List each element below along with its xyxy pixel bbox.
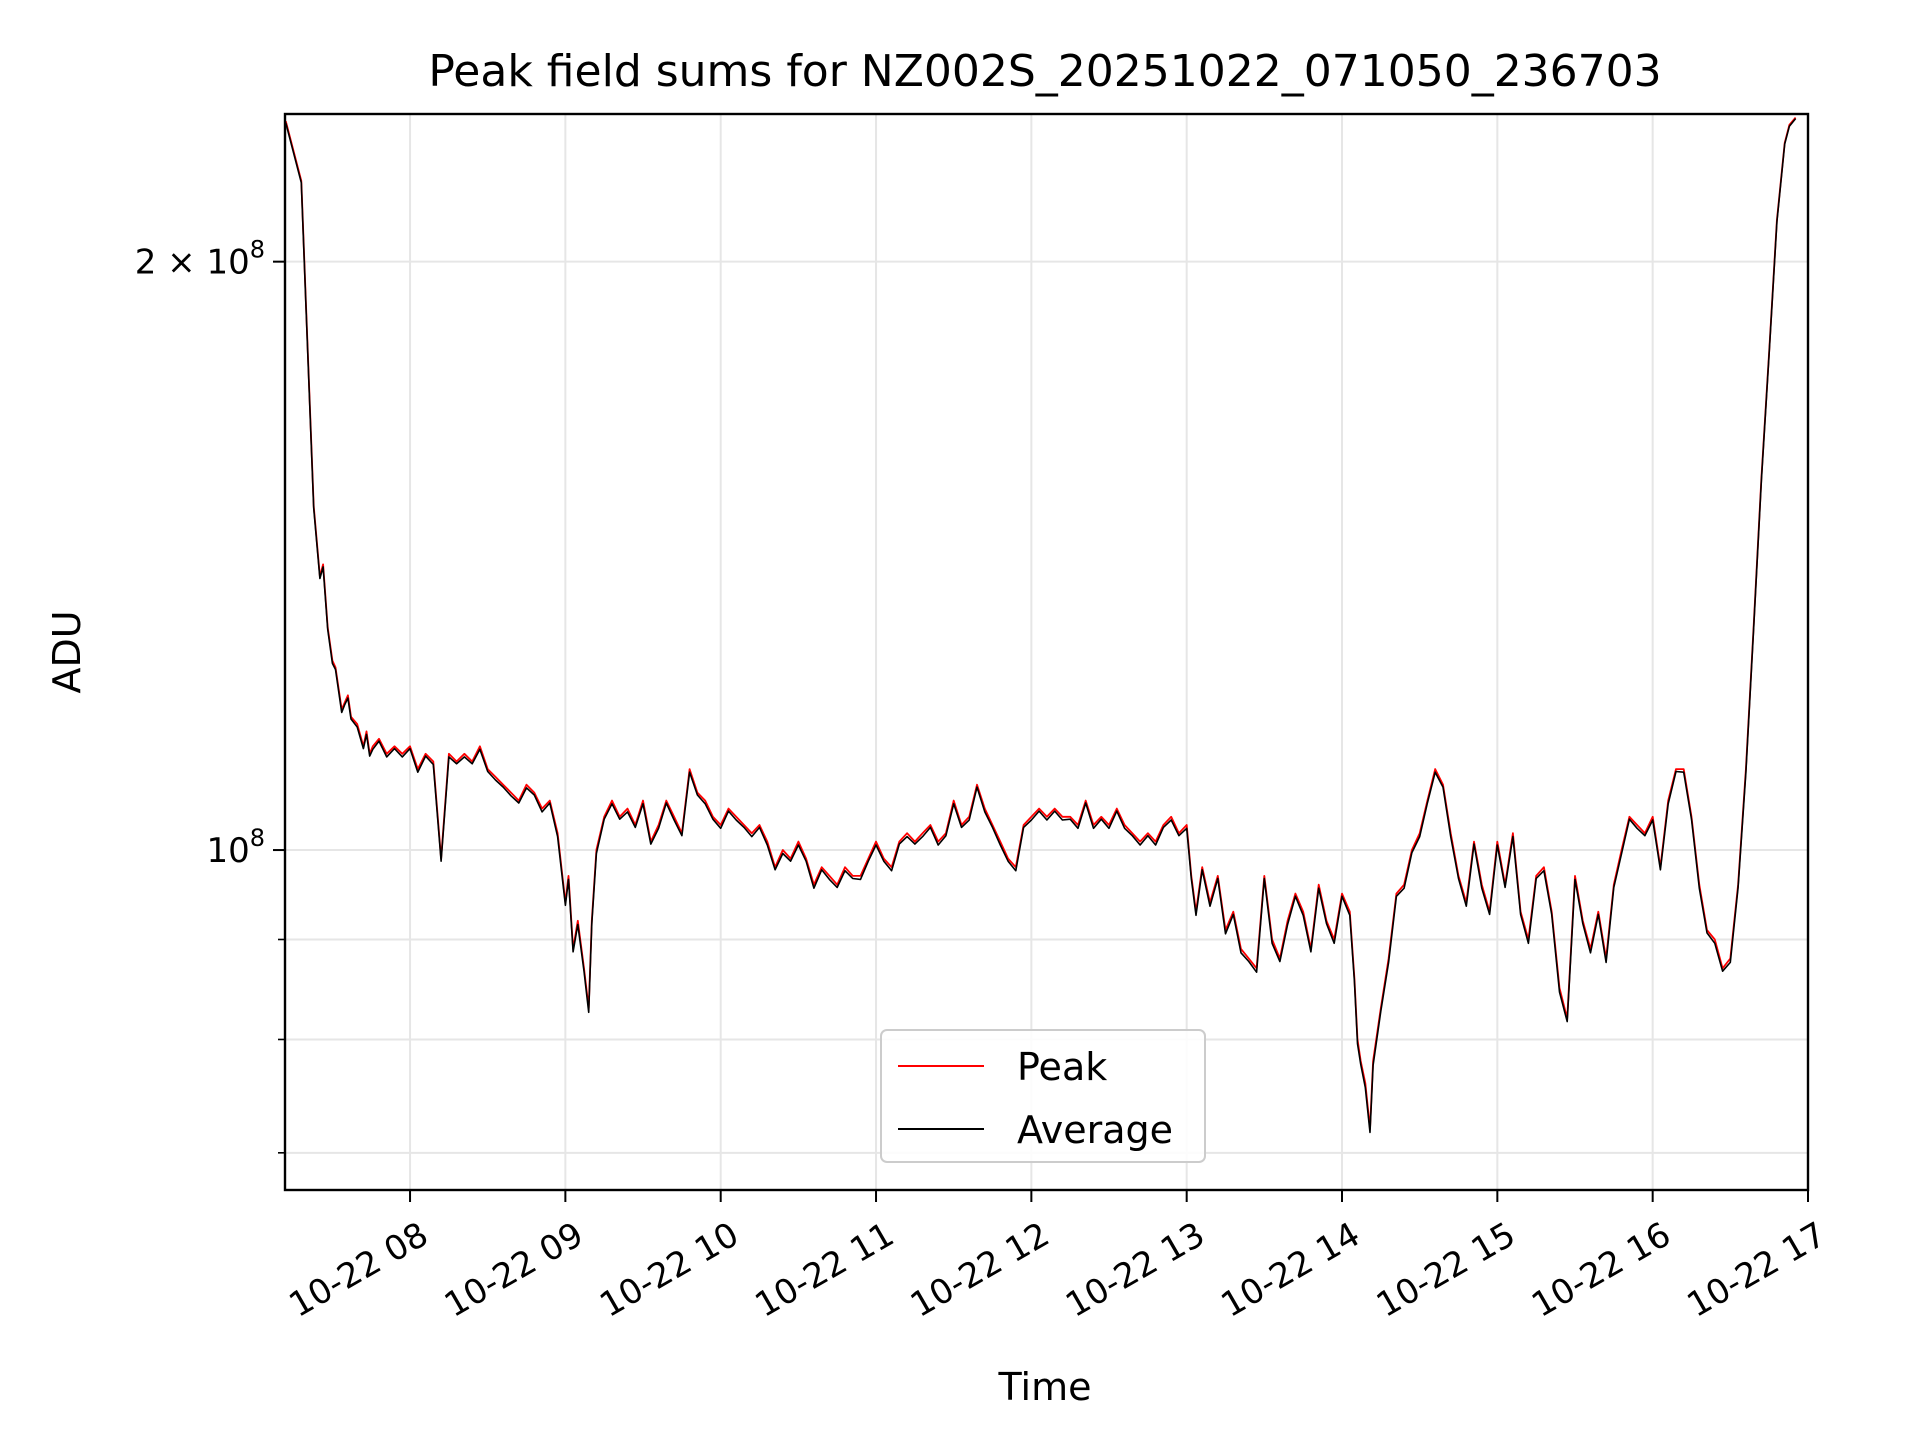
x-tick-label: 10-22 17 — [1681, 1215, 1833, 1326]
x-tick-label: 10-22 14 — [1215, 1215, 1367, 1326]
x-axis-label: Time — [998, 1365, 1092, 1409]
y-axis-ticks: 108 2 × 108 — [135, 236, 285, 1154]
legend-average-label: Average — [1017, 1108, 1173, 1152]
x-tick-label: 10-22 13 — [1059, 1215, 1211, 1326]
y-axis-label: ADU — [45, 610, 89, 693]
x-axis-ticks: 10-22 08 10-22 09 10-22 10 10-22 11 10-22 12… — [283, 1190, 1833, 1326]
x-tick-label: 10-22 12 — [904, 1215, 1056, 1326]
series-layer — [284, 117, 1797, 1134]
series-average-line — [285, 118, 1797, 1134]
x-tick-label: 10-22 15 — [1370, 1215, 1522, 1326]
y-tick-label: 108 — [206, 824, 265, 871]
y-tick-label: 2 × 108 — [135, 236, 265, 283]
legend-peak-label: Peak — [1017, 1045, 1107, 1089]
x-tick-label: 10-22 11 — [749, 1215, 901, 1326]
legend: Peak Average — [880, 1029, 1206, 1163]
grid-layer — [285, 114, 1809, 1190]
x-tick-label: 10-22 16 — [1525, 1215, 1677, 1326]
x-tick-label: 10-22 10 — [593, 1215, 745, 1326]
x-tick-label: 10-22 08 — [283, 1215, 435, 1326]
x-tick-label: 10-22 09 — [438, 1215, 590, 1326]
chart-title: Peak field sums for NZ002S_20251022_0710… — [428, 46, 1661, 97]
axes-frame — [283, 112, 1810, 1192]
